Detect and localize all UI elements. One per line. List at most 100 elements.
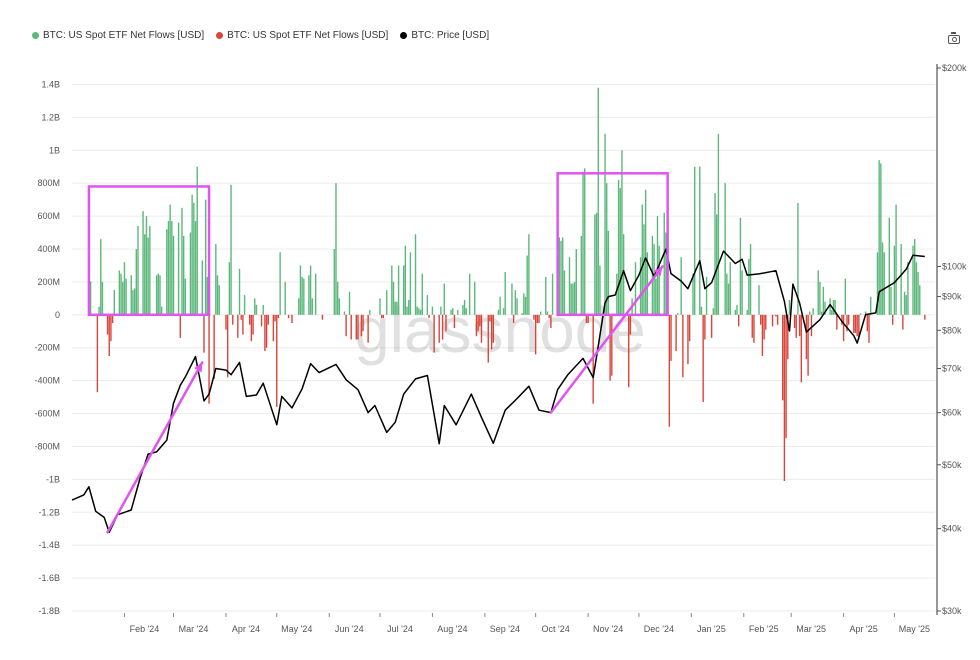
- inflow-bar: [655, 278, 657, 315]
- inflow-bar: [243, 295, 246, 315]
- x-tick-label: Jan '25: [697, 624, 726, 634]
- outflow-bar: [240, 314, 242, 320]
- outflow-bar: [609, 314, 611, 381]
- outflow-bar: [252, 314, 254, 335]
- x-tick-label: Apr '25: [849, 624, 877, 634]
- inflow-bar: [216, 275, 219, 315]
- inflow-bar: [824, 301, 826, 315]
- outflow-bar: [668, 314, 671, 427]
- inflow-bar: [844, 278, 847, 315]
- inflow-bar: [680, 257, 682, 315]
- inflow-bar: [606, 183, 608, 315]
- outflow-bar: [250, 314, 253, 342]
- outflow-bar: [688, 314, 691, 342]
- outflow-bar: [382, 314, 385, 319]
- outflow-bar: [587, 314, 589, 324]
- outflow-bar: [810, 314, 813, 337]
- inflow-bar: [832, 300, 835, 315]
- inflow-bar: [551, 273, 554, 315]
- outflow-bar: [96, 314, 99, 393]
- inflow-bar: [113, 290, 115, 315]
- inflow-bar: [159, 275, 161, 315]
- camera-icon[interactable]: [948, 32, 960, 44]
- outflow-bar: [533, 314, 535, 320]
- inflow-bar: [255, 304, 258, 315]
- inflow-bar: [409, 252, 412, 315]
- inflow-bar: [643, 224, 645, 315]
- x-tick-label: Feb '25: [749, 624, 779, 634]
- outflow-bar: [232, 314, 234, 325]
- y-left-tick-label: 400M: [37, 244, 60, 254]
- legend-item-price[interactable]: BTC: Price [USD]: [400, 30, 489, 41]
- inflow-bar: [724, 183, 726, 315]
- outflow-bar: [321, 314, 324, 320]
- legend-item-outflows[interactable]: BTC: US Spot ETF Net Flows [USD]: [216, 30, 388, 41]
- y-left-tick-label: -1.8B: [38, 606, 60, 616]
- outflow-bar: [362, 314, 364, 332]
- outflow-bar: [355, 314, 357, 340]
- inflow-bar: [692, 273, 694, 315]
- outflow-bar: [585, 314, 588, 324]
- inflow-bar: [545, 276, 547, 315]
- inflow-bar: [404, 245, 407, 315]
- inflow-bar: [746, 309, 748, 315]
- inflow-bar: [734, 309, 737, 315]
- inflow-bar: [820, 311, 823, 315]
- outflow-bar: [534, 314, 537, 355]
- outflow-bar: [265, 314, 268, 348]
- inflow-bar: [335, 183, 337, 315]
- outflow-bar: [512, 314, 515, 324]
- inflow-bar: [191, 194, 193, 315]
- y-left-tick-label: -1.6B: [38, 573, 60, 583]
- outflow-bar: [480, 314, 483, 343]
- outflow-bar: [248, 314, 251, 325]
- y-right-tick-label: $50k: [942, 460, 962, 470]
- inflow-bar: [431, 306, 434, 315]
- inflow-bar: [181, 207, 183, 315]
- inflow-bar: [414, 234, 417, 315]
- y-left-tick-label: -1.4B: [38, 540, 60, 550]
- flow-bars: [88, 87, 926, 482]
- inflow-bar: [817, 270, 819, 315]
- y-right-tick-label: $40k: [942, 524, 962, 534]
- inflow-bar: [338, 298, 341, 315]
- inflow-bar: [133, 288, 136, 315]
- outflow-bar: [842, 314, 845, 342]
- inflow-bar: [864, 311, 867, 315]
- outflow-bar: [489, 314, 491, 322]
- legend-inflow-dot: [32, 32, 39, 39]
- annotations: [87, 172, 669, 534]
- inflow-bar: [712, 308, 715, 315]
- x-tick-label: Oct '24: [542, 624, 570, 634]
- outflow-bar: [856, 314, 858, 337]
- outflow-bar: [924, 314, 926, 320]
- inflow-bar: [135, 249, 137, 315]
- outflow-bar: [237, 314, 239, 338]
- inflow-bar: [392, 281, 395, 315]
- inflow-bar: [822, 286, 825, 315]
- inflow-bar: [308, 275, 310, 315]
- outflow-bar: [226, 314, 229, 378]
- highlight-box: [87, 185, 211, 317]
- legend-price-dot: [400, 32, 408, 39]
- outflow-bar: [848, 314, 850, 325]
- inflow-bar: [309, 265, 312, 315]
- inflow-bar: [812, 308, 814, 315]
- inflow-bar: [184, 278, 187, 315]
- inflow-bar: [303, 278, 305, 315]
- inflow-bar: [166, 229, 168, 315]
- outflow-bar: [782, 314, 784, 401]
- outflow-bar: [760, 314, 762, 325]
- inflow-bar: [878, 160, 880, 315]
- outflow-bar: [836, 314, 838, 330]
- inflow-bar: [656, 216, 659, 315]
- outflow-bar: [428, 314, 430, 319]
- inflow-bar: [101, 281, 104, 315]
- legend-item-inflows[interactable]: BTC: US Spot ETF Net Flows [USD]: [32, 30, 204, 41]
- y-left-tick-label: 800M: [37, 178, 60, 188]
- inflow-bar: [193, 202, 195, 315]
- y-left-tick-label: 1.2B: [41, 112, 60, 122]
- outflow-bar: [538, 314, 540, 324]
- outflow-bar: [710, 314, 713, 338]
- inflow-bar: [524, 296, 527, 315]
